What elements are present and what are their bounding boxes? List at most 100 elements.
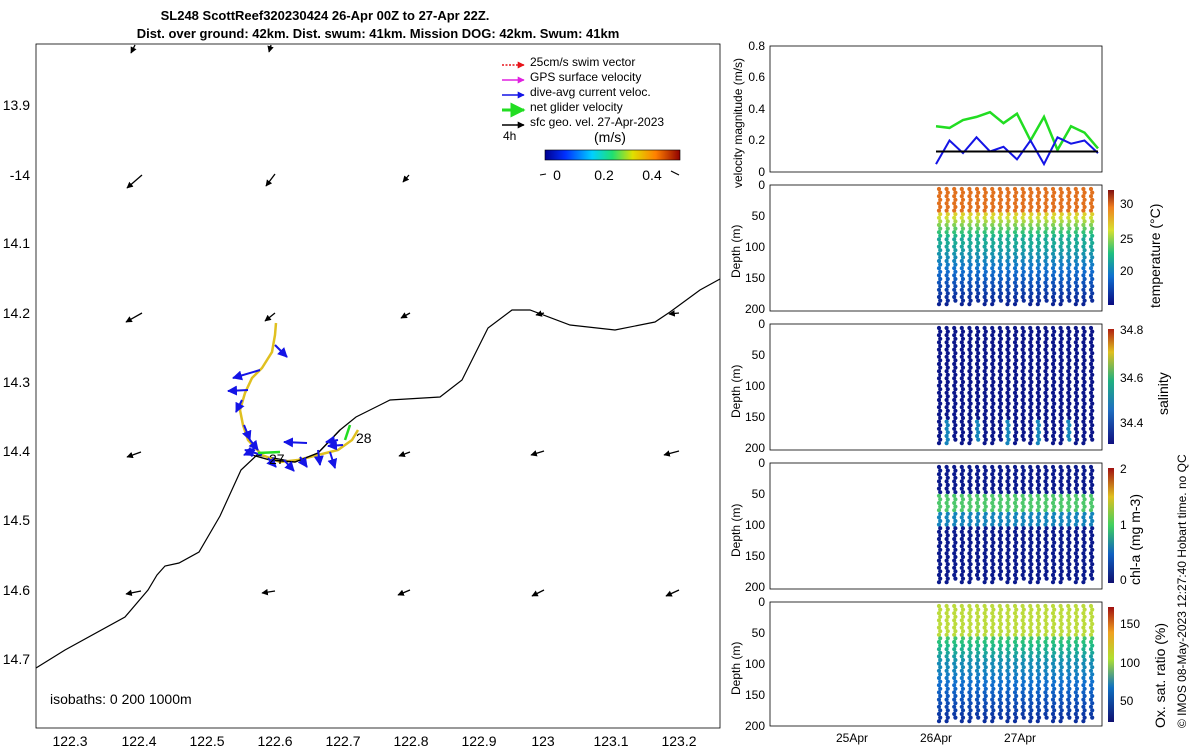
profile-dot xyxy=(967,500,972,506)
profile-dot xyxy=(1036,408,1042,413)
profile-dot xyxy=(1035,551,1040,556)
profile-dot xyxy=(991,269,996,274)
profile-dot xyxy=(974,647,980,652)
profile-dot xyxy=(945,569,950,574)
profile-dot xyxy=(1021,430,1026,435)
profile-dot xyxy=(1006,518,1011,524)
profile-dot xyxy=(1073,294,1078,300)
profile-dot xyxy=(1020,704,1025,709)
profile-dot xyxy=(1082,629,1087,634)
profile-dot xyxy=(1014,408,1019,413)
profile-dot xyxy=(1082,518,1087,524)
profile-dot xyxy=(1074,511,1080,516)
profile-dot xyxy=(1021,372,1026,377)
profile-dot xyxy=(968,526,973,531)
profile-dot xyxy=(1059,686,1064,691)
profile-dot xyxy=(952,280,957,285)
profile-dot xyxy=(1028,690,1033,695)
profile-dot xyxy=(982,551,987,556)
profile-dot xyxy=(944,580,949,585)
profile-dot xyxy=(960,693,966,699)
profile-dot xyxy=(974,486,980,491)
profile-dot xyxy=(991,219,996,224)
profile-dot xyxy=(1067,372,1072,377)
profile-dot xyxy=(936,251,942,256)
profile-dot xyxy=(1044,226,1049,231)
map-y-tick: 14.2 xyxy=(3,305,30,321)
profile-dot xyxy=(1020,383,1025,388)
profile-dot xyxy=(1081,493,1086,498)
profile-dot xyxy=(1044,497,1049,502)
profile-dot xyxy=(1020,493,1025,498)
profile-dot xyxy=(944,647,949,652)
profile-dot xyxy=(1028,536,1033,542)
profile-dot xyxy=(1044,679,1049,684)
profile-dot xyxy=(1035,690,1040,695)
profile-dot xyxy=(967,508,972,513)
profile-dot xyxy=(998,343,1004,349)
profile-dot xyxy=(1067,629,1072,634)
profile-dot xyxy=(1066,287,1071,292)
profile-dot xyxy=(1058,294,1063,300)
profile-dot xyxy=(1081,551,1086,556)
profile-dot xyxy=(998,533,1004,538)
profile-dot xyxy=(1050,529,1056,534)
profile-dot xyxy=(1029,298,1034,303)
profile-dot xyxy=(1020,603,1025,609)
profile-dot xyxy=(1067,358,1072,363)
profile-dot xyxy=(938,226,943,231)
profile-dot xyxy=(998,387,1004,392)
profile-dot xyxy=(1043,383,1048,388)
profile-dot xyxy=(953,540,958,545)
profile-dot xyxy=(976,693,981,699)
profile-dot xyxy=(991,715,996,720)
profile-dot xyxy=(1035,639,1040,645)
profile-dot xyxy=(1074,437,1080,442)
profile-dot xyxy=(936,683,942,688)
profile-dot xyxy=(997,522,1002,527)
profile-dot xyxy=(1005,647,1010,652)
profile-dot xyxy=(1082,284,1087,289)
profile-dot xyxy=(938,379,943,385)
profile-dot xyxy=(1012,340,1018,345)
profile-dot xyxy=(953,569,958,574)
profile-dot xyxy=(1029,569,1034,574)
profile-dot xyxy=(1066,340,1071,345)
profile-dot xyxy=(983,343,988,349)
profile-dot xyxy=(1006,708,1011,713)
profile-dot xyxy=(982,486,987,491)
profile-dot xyxy=(1059,636,1064,641)
profile-dot xyxy=(1067,490,1072,495)
profile-dot xyxy=(1029,329,1034,334)
profile-dot xyxy=(1050,201,1056,206)
profile-dot xyxy=(1066,704,1071,709)
profile-dot xyxy=(1090,343,1095,349)
profile-dot xyxy=(1067,533,1072,538)
profile-dot xyxy=(1059,255,1064,260)
profile-dot xyxy=(938,490,943,495)
profile-dot xyxy=(953,269,958,274)
profile-dot xyxy=(1020,565,1025,570)
profile-dot xyxy=(1073,580,1078,585)
profile-dot xyxy=(1082,233,1087,238)
profile-dot xyxy=(1073,237,1078,242)
profile-dot xyxy=(959,222,964,228)
profile-dot xyxy=(1081,215,1086,220)
profile-dot xyxy=(991,387,996,392)
colorbar-title: (m/s) xyxy=(594,129,626,145)
profile-dot xyxy=(1090,423,1095,428)
profile-dot xyxy=(967,647,972,652)
profile-dot xyxy=(983,643,988,648)
profile-dot xyxy=(998,276,1004,282)
profile-dot xyxy=(991,518,996,524)
profile-dot xyxy=(1073,522,1078,527)
profile-dot xyxy=(1006,269,1011,274)
profile-dot xyxy=(959,647,964,652)
profile-dot xyxy=(983,372,988,377)
profile-dot xyxy=(1081,529,1086,534)
profile-dot xyxy=(1073,354,1078,359)
profile-dot xyxy=(1029,197,1034,202)
profile-dot xyxy=(982,419,987,424)
profile-dot xyxy=(983,430,988,435)
profile-dot xyxy=(997,668,1002,673)
